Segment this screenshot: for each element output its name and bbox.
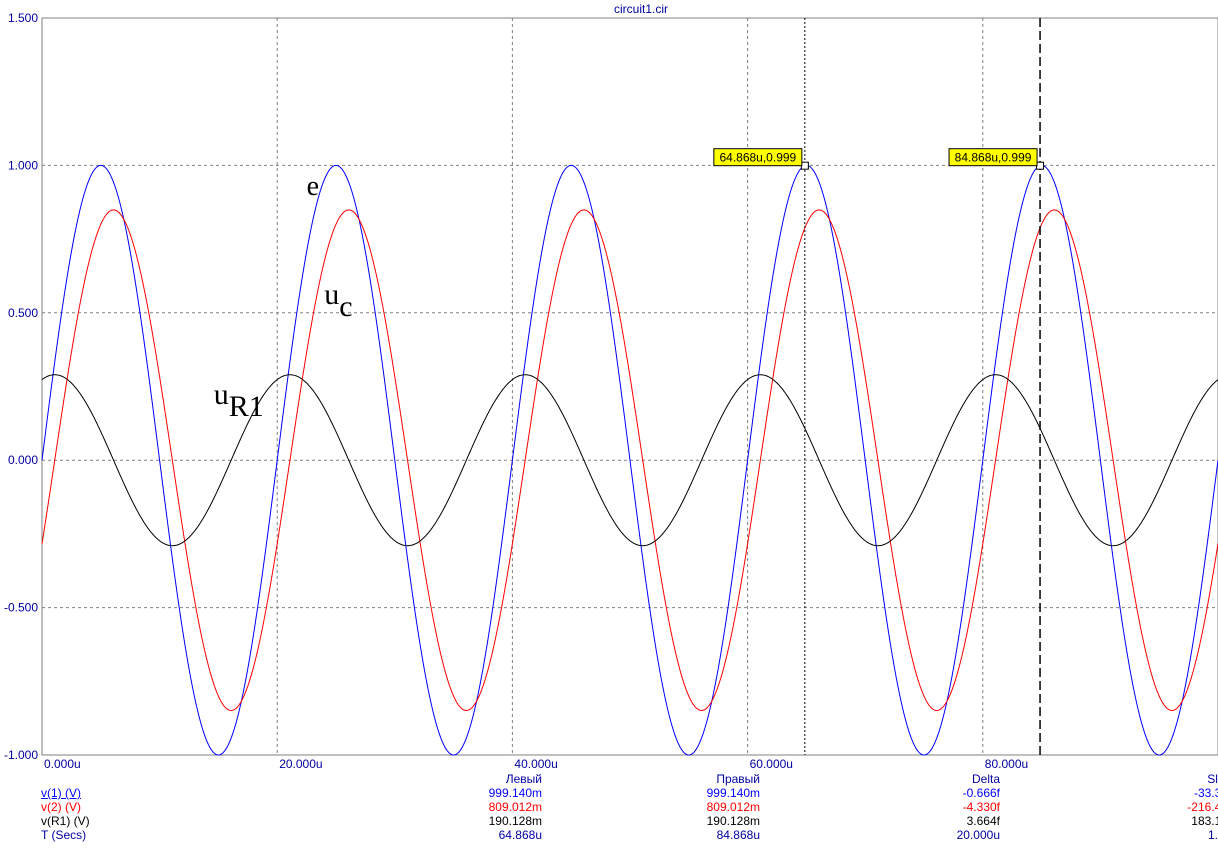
readout-header-row: Левый Правый Delta Slope [0, 772, 1218, 786]
header-delta: Delta [971, 772, 1000, 786]
y-tick-label-0: 1.500 [8, 11, 38, 25]
y-tick-label-4: -0.500 [4, 601, 38, 615]
readout-row-name-2[interactable]: v(R1) (V) [41, 814, 90, 828]
header-left: Левый [505, 772, 542, 786]
curve-label-sub-2: R1 [229, 390, 264, 423]
cursor-group[interactable]: 64.868u,0.999 84.868u,0.999 [713, 18, 1045, 755]
readout-row-3: T (Secs) 64.868u 84.868u 20.000u 1.000 [0, 828, 1218, 842]
cursor-readout-table: Левый Правый Delta Slope v(1) (V) 999.140… [0, 772, 1218, 858]
readout-value-0-1: 999.140m [706, 786, 760, 800]
y-tick-label-2: 0.500 [8, 306, 38, 320]
cursor-marker-0[interactable] [800, 161, 809, 170]
header-right: Правый [716, 772, 760, 786]
x-tick-label-0: 0.000u [44, 757, 81, 771]
series-line-0 [41, 164, 1218, 756]
readout-value-2-1: 190.128m [706, 814, 760, 828]
x-tick-label-3: 60.000u [750, 757, 793, 771]
cursor-value-tag-1: 84.868u,0.999 [948, 148, 1038, 167]
x-tick-label-1: 20.000u [279, 757, 322, 771]
cursor-tag-text-1: 84.868u,0.999 [955, 151, 1032, 165]
series-line-1 [41, 209, 1218, 711]
curve-label-2: uR1 [214, 378, 264, 423]
readout-value-3-3: 1.000 [1207, 828, 1218, 842]
readout-value-0-3: -33.307f [1193, 786, 1218, 800]
cursor-tag-box-1 [948, 148, 1038, 167]
chart-title: circuit1.cir [614, 2, 668, 16]
readout-value-2-3: 183.181f [1191, 814, 1218, 828]
readout-value-2-0: 190.128m [488, 814, 542, 828]
curve-label-main-0: e [307, 171, 319, 202]
curve-label-0: e [307, 171, 319, 202]
cursor-tag-box-0 [713, 148, 803, 167]
cursor-value-tag-0: 64.868u,0.999 [713, 148, 803, 167]
readout-value-1-0: 809.012m [488, 800, 542, 814]
readout-row-name-0[interactable]: v(1) (V) [41, 786, 81, 800]
series-group [41, 164, 1218, 756]
header-slope: Slope [1207, 772, 1218, 786]
y-tick-label-5: -1.000 [4, 748, 38, 762]
readout-value-3-0: 64.868u [498, 828, 542, 842]
readout-row-2: v(R1) (V) 190.128m 190.128m 3.664f 183.181f [0, 814, 1218, 828]
series-line-2 [41, 374, 1218, 547]
y-tick-labels: 1.500 1.000 0.500 0.000 -0.500 -1.000 [4, 11, 38, 762]
readout-value-1-2: -4.330f [962, 800, 1000, 814]
x-tick-labels: 0.000u20.000u40.000u60.000u80.000u100.00… [44, 757, 1028, 771]
y-tick-label-1: 1.000 [8, 158, 38, 172]
plot-area-frame [41, 17, 1218, 756]
cursor-tag-text-0: 64.868u,0.999 [719, 151, 796, 165]
readout-value-0-0: 999.140m [488, 786, 542, 800]
readout-row-0: v(1) (V) 999.140m 999.140m -0.666f -33.307f [0, 786, 1218, 800]
readout-row-name-1[interactable]: v(2) (V) [41, 800, 81, 814]
curve-label-main-2: u [214, 378, 229, 411]
readout-value-0-2: -0.666f [962, 786, 1000, 800]
readout-row-1: v(2) (V) 809.012m 809.012m -4.330f -216.495f [0, 800, 1218, 814]
curve-label-1: uc [324, 278, 352, 323]
readout-value-2-2: 3.664f [966, 814, 1000, 828]
readout-value-1-3: -216.495f [1187, 800, 1218, 814]
x-tick-label-2: 40.000u [514, 757, 557, 771]
readout-value-3-2: 20.000u [956, 828, 1000, 842]
readout-value-3-1: 84.868u [716, 828, 760, 842]
curve-label-sub-1: c [339, 290, 352, 323]
y-tick-label-3: 0.000 [8, 453, 38, 467]
curve-label-main-1: u [324, 278, 339, 311]
cursor-marker-1[interactable] [1036, 161, 1045, 170]
readout-row-name-3[interactable]: T (Secs) [41, 828, 87, 842]
readout-value-1-1: 809.012m [706, 800, 760, 814]
x-tick-label-4: 80.000u [985, 757, 1028, 771]
